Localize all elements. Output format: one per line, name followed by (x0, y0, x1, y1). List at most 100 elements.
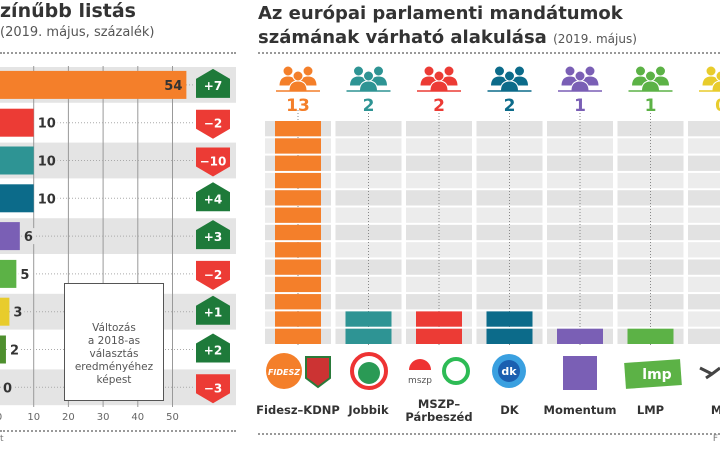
momentum-logo (563, 356, 597, 390)
seat-count: 2 (433, 96, 445, 116)
grid-cell (617, 311, 684, 327)
lmp-logo (624, 359, 682, 389)
grid-cell (406, 172, 472, 189)
seat-count: 1 (574, 96, 586, 116)
label-bg (35, 152, 58, 169)
head (373, 65, 384, 77)
head (423, 65, 435, 77)
fidesz-logo (266, 353, 302, 389)
arrow-down-icon: −2 (196, 260, 230, 290)
label-bg (35, 190, 58, 207)
divider (0, 430, 236, 432)
bar-segment (275, 172, 321, 189)
arrow-shape (196, 68, 230, 98)
grid-cell (688, 311, 720, 327)
body (499, 80, 520, 92)
dk-logo-inner (498, 360, 520, 382)
change-label: −2 (204, 268, 222, 282)
bar (0, 335, 6, 364)
arrow-up-icon: +7 (196, 68, 230, 98)
head (292, 70, 304, 82)
head (504, 70, 515, 82)
party-name: MSZP–Párbeszéd (405, 397, 473, 424)
bar-segment (275, 155, 321, 171)
grid-cell (688, 172, 720, 189)
grid-cell (406, 224, 472, 241)
head (353, 65, 364, 77)
head (705, 65, 717, 77)
party-name: Fidesz–KDNP (256, 403, 340, 417)
head (433, 70, 445, 82)
divider (258, 52, 720, 54)
grid-cell (476, 242, 543, 258)
bar-segment (275, 242, 321, 258)
grid-cell (688, 138, 720, 154)
party-name: MK (710, 403, 720, 417)
seat-count: 0 (715, 96, 720, 116)
grid-cell (547, 242, 613, 258)
grid-cell (476, 224, 543, 241)
seat-count: 2 (504, 96, 516, 116)
bar-segment (275, 224, 321, 241)
grid-cell (547, 311, 613, 327)
value-label: 6 (24, 230, 33, 245)
change-label: +7 (204, 79, 222, 93)
people-icon (419, 65, 459, 92)
footer-right: F (712, 434, 718, 444)
grid-cell (476, 294, 543, 310)
grid-cell (688, 207, 720, 223)
bar-segment (275, 259, 321, 275)
bar-segment (275, 311, 321, 327)
grid-cell (335, 259, 402, 275)
arrow-shape (196, 260, 230, 290)
mszp-logo-text: mszp (408, 376, 432, 386)
body (711, 80, 720, 92)
bar-segment (627, 328, 674, 344)
grid-cell (476, 138, 543, 154)
x-tick-label: 20 (62, 412, 75, 423)
bar-segment (345, 311, 392, 327)
head (564, 65, 576, 77)
footer-left: t (0, 434, 4, 444)
party-name: Momentum (543, 403, 617, 417)
x-tick-label: 50 (166, 412, 179, 423)
grid-cell (617, 155, 684, 171)
bar-segment (486, 311, 533, 327)
body (358, 80, 379, 92)
dk-logo-text: dk (501, 365, 517, 378)
grid-cell (617, 294, 684, 310)
body (640, 80, 661, 92)
divider (0, 52, 236, 54)
party-name: DK (500, 403, 519, 417)
people-icon (348, 65, 389, 92)
value-label: 2 (10, 344, 19, 359)
bar-segment (275, 276, 321, 293)
head (655, 65, 666, 77)
label-bg (35, 114, 58, 131)
arrow-down-icon: −2 (196, 109, 230, 139)
grid-cell (476, 172, 543, 189)
grid-cell (688, 328, 720, 344)
grid-cell (406, 242, 472, 258)
body (429, 80, 449, 92)
kdnp-logo (305, 356, 331, 389)
head (574, 70, 586, 82)
value-label: 10 (38, 155, 56, 170)
change-label: −10 (200, 155, 227, 169)
head (635, 65, 646, 77)
grid-cell (335, 172, 402, 189)
people-icon (560, 65, 600, 92)
people-icon (489, 65, 530, 92)
head (363, 70, 374, 82)
seat-count: 1 (645, 96, 657, 116)
grid-cell (406, 294, 472, 310)
bar (0, 259, 17, 288)
bar-segment (275, 190, 321, 206)
value-label: 3 (13, 306, 22, 321)
value-label: 5 (20, 268, 29, 283)
head (443, 65, 455, 77)
arrow-up-icon: +1 (196, 295, 230, 325)
bar (0, 108, 34, 137)
grid-cell (547, 138, 613, 154)
label-bg (11, 303, 25, 320)
